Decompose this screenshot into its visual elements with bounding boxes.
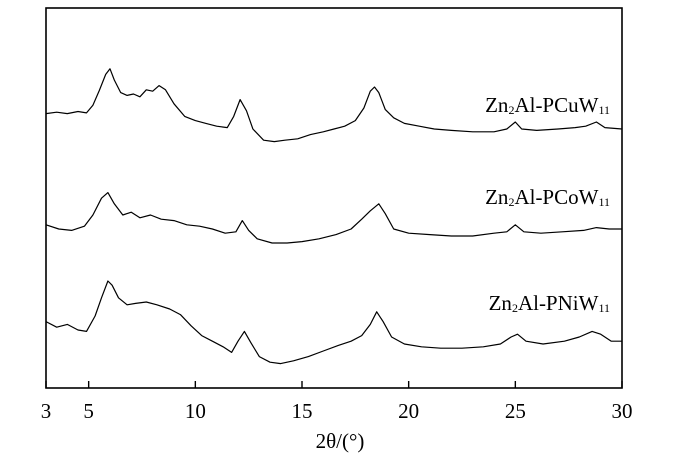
x-ticks: 3 5 10 15 20 25 30 — [41, 381, 633, 423]
plot-frame — [45, 7, 623, 389]
x-tick-label: 3 — [41, 399, 52, 423]
traces — [45, 68, 623, 365]
x-tick-label: 30 — [612, 399, 633, 423]
series-label: Zn2Al-PCuW11 — [485, 93, 610, 117]
x-axis-title: 2θ/(°) — [316, 429, 365, 453]
series-label: Zn2Al-PCoW11 — [485, 185, 610, 209]
series-label: Zn2Al-PNiW11 — [489, 291, 610, 315]
x-tick-label: 15 — [292, 399, 313, 423]
x-tick-label: 20 — [398, 399, 419, 423]
x-tick-label: 10 — [185, 399, 206, 423]
series-line — [45, 280, 622, 365]
series-line — [45, 192, 622, 244]
series-line — [45, 68, 623, 143]
series-labels: Zn2Al-PCuW11 Zn2Al-PCoW11 Zn2Al-PNiW11 — [485, 93, 610, 315]
x-tick-label: 5 — [83, 399, 94, 423]
x-tick-label: 25 — [505, 399, 526, 423]
